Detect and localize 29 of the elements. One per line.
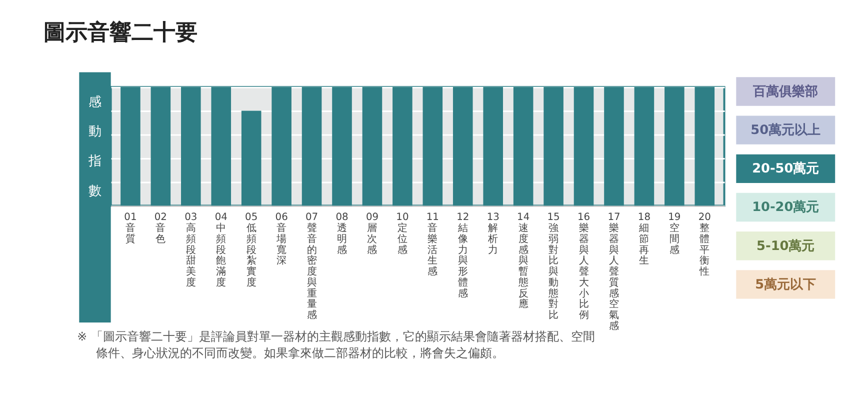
x-tick-label: 12 結像力與形體感 [456, 212, 470, 300]
category-label: 15 強弱對比與動態對比 [547, 212, 560, 322]
text: 50萬元以上 [750, 123, 821, 138]
category-label: 14 速度感與暫態反應 [517, 212, 530, 310]
text: 10-20萬元 [752, 200, 820, 216]
category-label: 16 樂器與人聲大小比例 [577, 212, 590, 322]
x-tick-label: 01 音質 [124, 212, 137, 245]
y-axis-title: 感動指數 [87, 94, 102, 199]
x-tick-label: 18 細節再生 [638, 212, 650, 267]
x-tick-label: 02 音色 [154, 212, 167, 245]
category-label: 07 聲音的密度與重量感 [305, 212, 318, 322]
x-tick-label: 13 解析力 [486, 212, 500, 256]
x-tick-label: 11 音樂活生感 [426, 212, 439, 278]
text: ※ 「圖示音響二十要」是評論員對單一器材的主觀感動指數，它的顯示結果會隨著器材搭配、空間條件、身心狀況的不同而改變。如果拿來做二部器材的比較，將會失之偏頗。 [77, 329, 595, 360]
x-tick-label: 19 空間感 [668, 212, 681, 256]
text: 百萬俱樂部 [752, 83, 818, 100]
text: 5萬元以下 [755, 277, 816, 292]
x-tick-label: 10 定位感 [396, 212, 409, 256]
x-tick-label: 20 整體平衡性 [698, 212, 711, 278]
x-tick-label: 08 透明感 [336, 212, 348, 256]
x-tick-label: 03 高頻段甜美度 [184, 212, 198, 288]
text: 20-50萬元 [752, 162, 820, 177]
x-tick-label: 04 中頻段飽滿度 [214, 212, 228, 288]
x-tick-label: 06 音場寬深 [275, 212, 288, 267]
chart-title: 圖示音響二十要 [44, 20, 198, 46]
x-tick-label: 09 層次感 [366, 212, 379, 256]
text: 5-10萬元 [756, 238, 815, 254]
category-label: 17 樂器與人聲質感空氣感 [608, 212, 620, 332]
x-tick-label: 05 低頻段紮實度 [245, 212, 258, 288]
